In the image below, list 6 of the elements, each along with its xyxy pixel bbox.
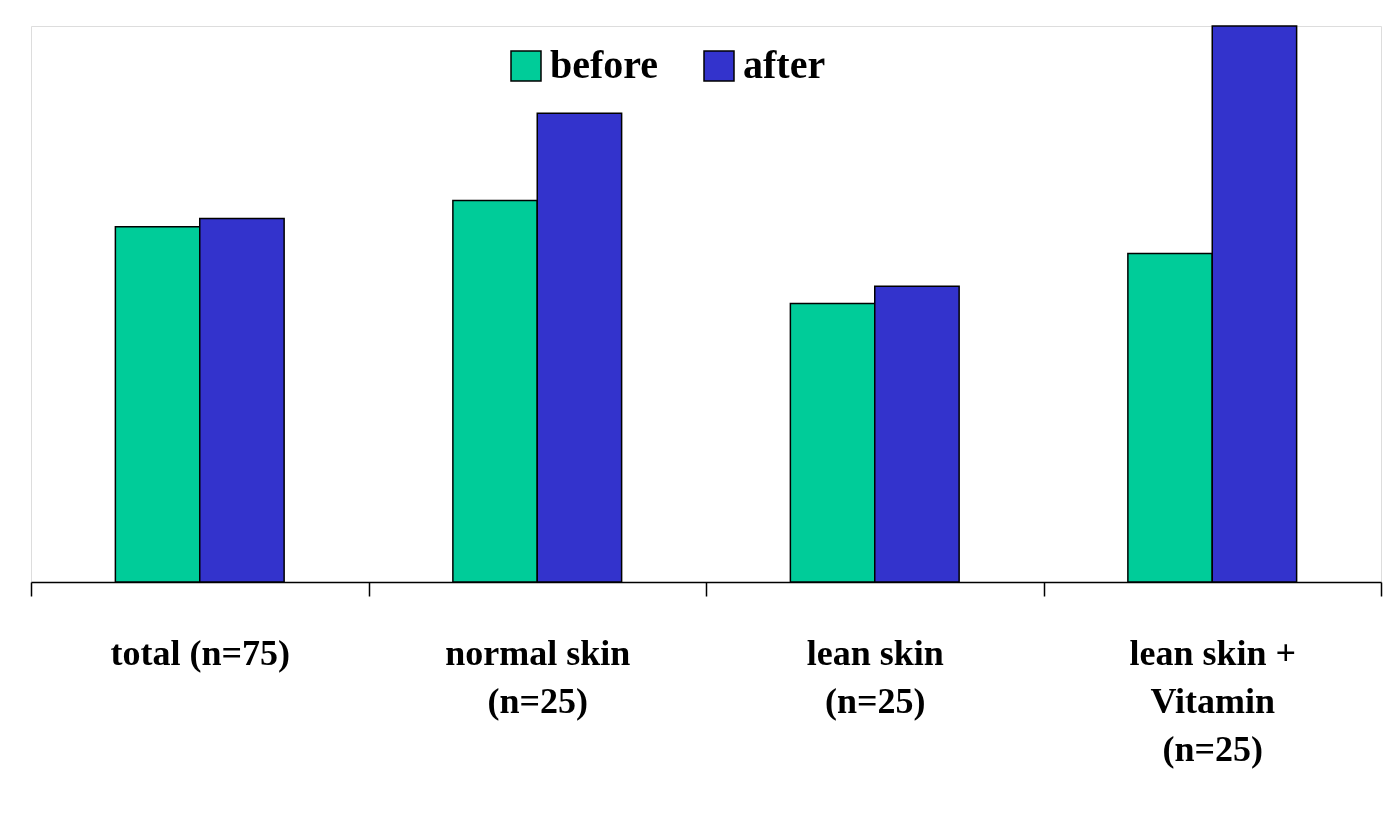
legend-label: after	[743, 42, 826, 87]
x-tick-label: total (n=75)	[110, 632, 290, 673]
x-tick-label: lean skin (n=25)	[806, 632, 944, 721]
x-tick-label: lean skin + Vitamin (n=25)	[1129, 632, 1297, 769]
legend-label: before	[550, 42, 659, 87]
x-tick-label: normal skin (n=25)	[445, 632, 631, 721]
